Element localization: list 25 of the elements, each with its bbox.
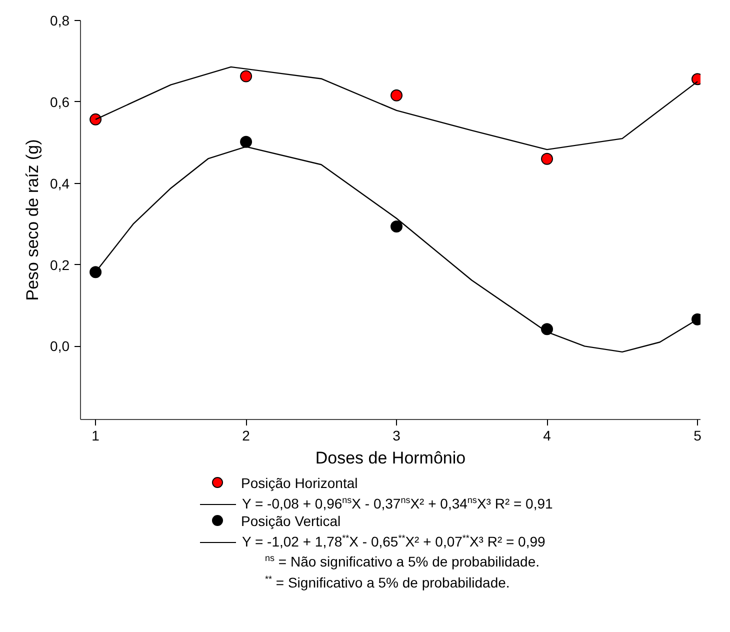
x-tick-label: 2 [242, 428, 250, 444]
y-tick-label: 0,2 [50, 256, 70, 273]
point [390, 89, 403, 102]
y-tick-label: 0,4 [50, 175, 70, 192]
x-axis-title: Doses de Hormônio [315, 448, 466, 468]
point [240, 70, 252, 82]
text: $^{ns}$ = Não significativo a 5% de probabilidade. [264, 552, 541, 571]
y-tick-label: 0,0 [50, 338, 70, 354]
x-tick-label: 1 [92, 428, 100, 444]
legend-label: Posição Vertical [240, 512, 342, 530]
point [541, 152, 554, 165]
text: $^{**}$ = Significativo a 5% de probabilidade. [264, 572, 511, 592]
point [90, 113, 102, 126]
y-axis-title: Peso seco de raíz (g) [23, 139, 42, 301]
x-tick-label: 5 [694, 428, 702, 444]
legend-label: Posição Horizontal [240, 475, 359, 492]
x-tick-label: 4 [543, 428, 552, 444]
legend-label: Y = -0,08 + 0,96$^{ns}$X - 0,37$^{ns}$X² + 0,34$^{ns}$X³ R² = 0,91 [241, 494, 553, 513]
point [390, 220, 403, 233]
legend-label: Y = -1,02 + 1,78$^{**}$X - 0,65$^{**}$X² + 0,07$^{**}$X³ R² = 0,99 [241, 532, 546, 550]
point [240, 136, 252, 148]
point [90, 266, 102, 278]
y-tick-label: 0,8 [50, 12, 70, 28]
y-tick-label: 0,6 [50, 94, 70, 110]
x-tick-label: 3 [392, 428, 401, 444]
